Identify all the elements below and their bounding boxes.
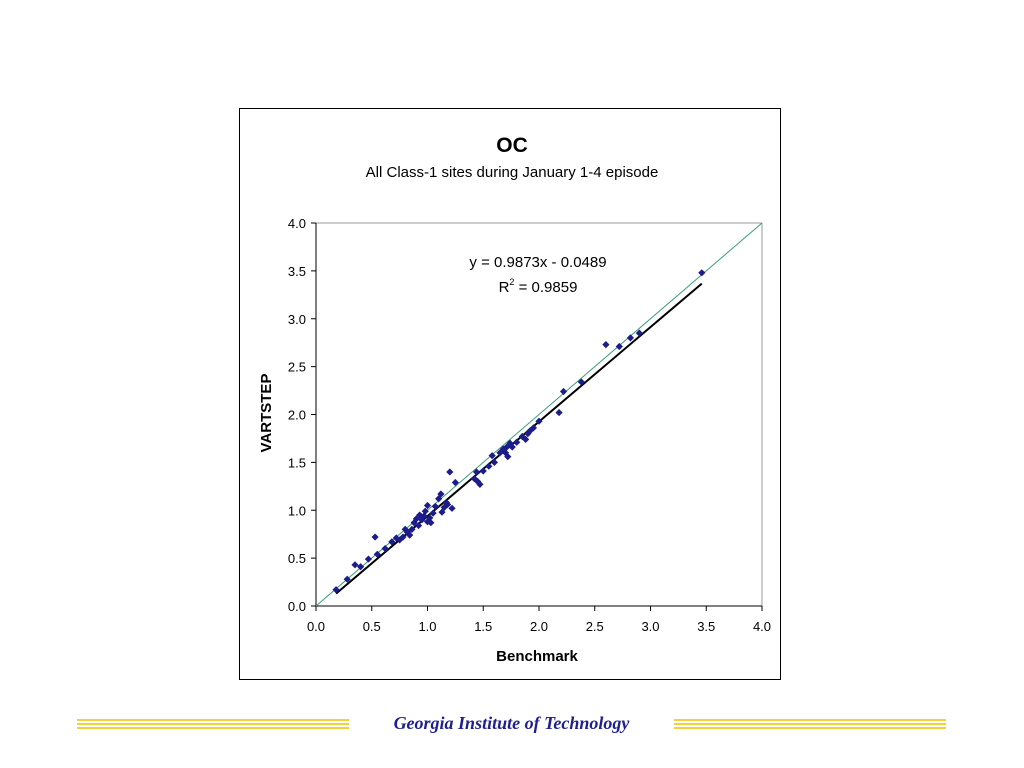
- data-point: [485, 462, 493, 470]
- y-tick-label: 2.5: [288, 360, 306, 375]
- data-point: [443, 500, 452, 509]
- data-point: [602, 341, 610, 349]
- data-point: [479, 467, 487, 475]
- data-point: [518, 432, 526, 441]
- x-tick-label: 3.5: [697, 619, 715, 634]
- footer-rule-right: [674, 719, 946, 731]
- scatter-chart: OC All Class-1 sites during January 1-4 …: [258, 134, 771, 665]
- data-point: [535, 417, 543, 425]
- chart-frame: OC All Class-1 sites during January 1-4 …: [239, 108, 781, 680]
- y-tick-label: 1.0: [288, 503, 306, 518]
- data-point: [429, 509, 437, 517]
- x-tick-label: 1.5: [474, 619, 492, 634]
- data-point: [555, 408, 563, 417]
- chart-subtitle: All Class-1 sites during January 1-4 epi…: [366, 164, 659, 181]
- data-point: [513, 438, 521, 446]
- data-point: [506, 439, 514, 447]
- data-point: [438, 508, 446, 516]
- y-axis-label: VARTSTEP: [258, 374, 275, 453]
- data-point: [501, 449, 510, 457]
- data-point: [508, 443, 516, 451]
- data-point: [414, 521, 423, 530]
- x-tick-label: 2.5: [586, 619, 604, 634]
- data-point: [490, 458, 498, 466]
- data-point: [371, 533, 379, 541]
- x-tick-label: 0.0: [307, 619, 325, 634]
- y-tick-label: 3.0: [288, 312, 306, 327]
- footer-institution: Georgia Institute of Technology: [393, 713, 630, 733]
- data-point: [526, 427, 534, 435]
- data-point: [496, 449, 504, 457]
- data-point: [476, 480, 484, 488]
- y-tick-label: 0.0: [288, 599, 306, 614]
- data-point: [522, 435, 530, 443]
- y-tick-label: 2.0: [288, 408, 306, 423]
- y-tick-label: 3.5: [288, 264, 306, 279]
- data-point: [373, 550, 381, 558]
- trendline: [335, 282, 703, 595]
- x-tick-label: 0.5: [363, 619, 381, 634]
- data-point: [559, 387, 568, 396]
- data-point: [416, 511, 424, 519]
- data-point: [351, 561, 359, 569]
- data-point: [470, 475, 478, 483]
- data-point: [577, 378, 585, 386]
- x-tick-label: 4.0: [753, 619, 771, 634]
- data-point: [448, 504, 456, 512]
- y-tick-label: 4.0: [288, 216, 306, 231]
- data-point: [524, 430, 532, 438]
- data-point: [698, 269, 706, 277]
- data-point: [412, 515, 420, 523]
- data-point: [343, 575, 351, 583]
- data-point: [357, 563, 365, 571]
- x-tick-label: 3.0: [641, 619, 659, 634]
- data-point: [418, 516, 426, 524]
- x-tick-label: 2.0: [530, 619, 548, 634]
- data-point: [332, 586, 340, 594]
- r-squared-label: R2 = 0.9859: [499, 277, 578, 296]
- y-tick-label: 0.5: [288, 551, 306, 566]
- data-point: [437, 490, 445, 498]
- data-point: [504, 453, 512, 461]
- plot-area: 0.0 0.5 1.0 1.5 2.0 2.5 3.0 3.5 4.0 0.0 0.5 1.0 1.5 2…: [288, 216, 771, 634]
- data-point: [364, 555, 373, 563]
- data-point: [626, 334, 635, 342]
- chart-title: OC: [496, 134, 528, 157]
- data-point: [388, 538, 396, 546]
- data-point: [472, 468, 481, 476]
- x-axis-label: Benchmark: [496, 648, 578, 665]
- footer-rule-left: [77, 719, 349, 731]
- r-squared-symbol: R: [499, 279, 510, 296]
- trendline-equation: y = 0.9873x - 0.0489: [469, 254, 606, 271]
- data-point: [446, 468, 454, 476]
- data-point: [529, 424, 538, 432]
- r-squared-superscript: 2: [509, 277, 514, 287]
- data-point: [392, 534, 400, 542]
- data-point: [399, 533, 407, 541]
- data-point: [615, 342, 623, 351]
- data-point: [381, 544, 389, 553]
- r-squared-value: = 0.9859: [514, 279, 577, 296]
- data-point: [635, 329, 643, 337]
- data-point: [451, 478, 459, 487]
- data-point: [423, 501, 432, 510]
- data-point: [426, 514, 434, 522]
- data-point: [420, 512, 428, 520]
- data-point: [406, 531, 414, 539]
- data-point: [474, 477, 482, 486]
- data-point: [401, 525, 409, 533]
- y-tick-label: 1.5: [288, 455, 306, 470]
- x-tick-label: 1.0: [418, 619, 436, 634]
- data-point: [431, 502, 439, 511]
- data-point: [403, 528, 412, 536]
